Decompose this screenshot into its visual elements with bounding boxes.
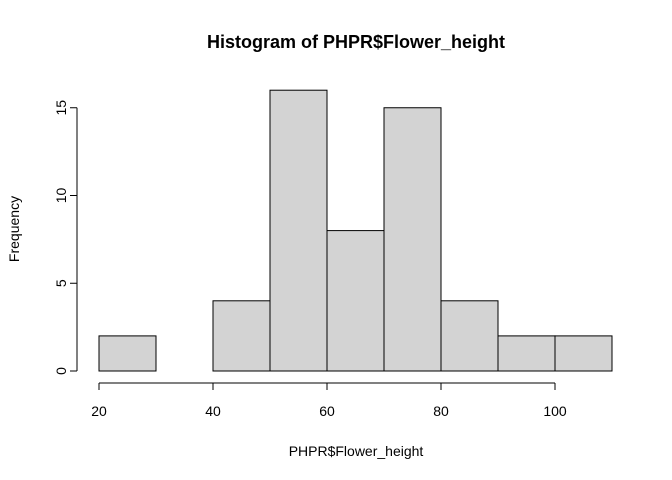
- x-tick-label-80: 80: [433, 403, 449, 419]
- x-tick-label-60: 60: [319, 403, 335, 419]
- y-axis-label: Frequency: [6, 196, 22, 262]
- histogram-bar-60-70: [326, 230, 385, 372]
- y-tick-label-15: 15: [53, 100, 69, 116]
- y-tick-label-10: 10: [53, 188, 69, 204]
- x-tick-label-40: 40: [205, 403, 221, 419]
- x-axis: 20 40 60 80 100: [91, 382, 567, 419]
- x-tick-label-100: 100: [543, 403, 567, 419]
- x-axis-label: PHPR$Flower_height: [289, 443, 424, 459]
- histogram-bar-50-60: [269, 89, 328, 372]
- histogram-bar-80-90: [440, 300, 499, 372]
- bars-group: [98, 89, 613, 372]
- histogram-bar-90-100: [497, 335, 556, 372]
- histogram-bar-40-50: [212, 300, 271, 372]
- histogram-bar-70-80: [383, 107, 442, 372]
- histogram-bar-20-30: [98, 335, 157, 372]
- y-tick-label-0: 0: [53, 367, 69, 375]
- x-tick-label-20: 20: [91, 403, 107, 419]
- chart-title: Histogram of PHPR$Flower_height: [207, 32, 505, 52]
- y-tick-label-5: 5: [53, 279, 69, 287]
- y-axis: 0 5 10 15: [53, 100, 78, 375]
- histogram-bar-100-110: [554, 335, 613, 372]
